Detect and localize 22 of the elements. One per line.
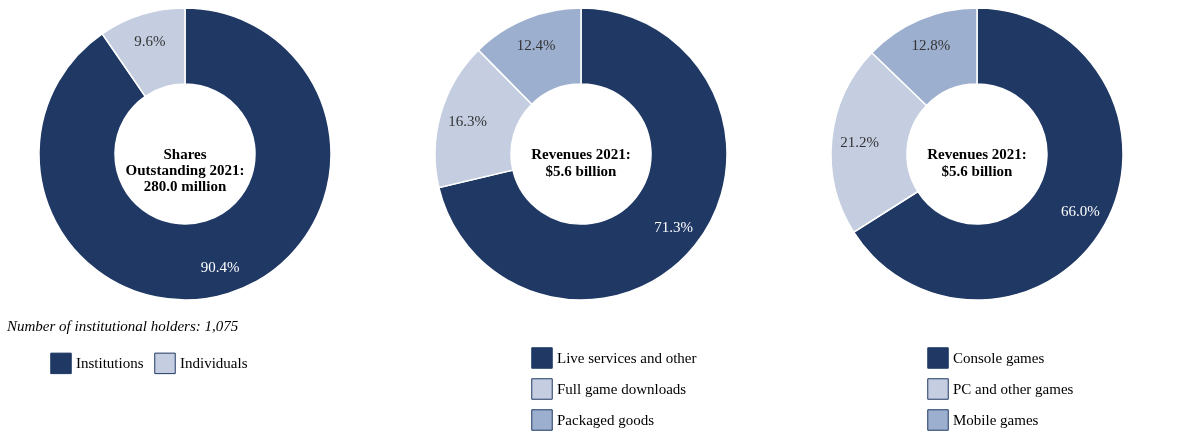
data-label: 66.0% — [1061, 202, 1100, 219]
data-label: 16.3% — [448, 113, 487, 130]
legend-label: Mobile games — [953, 412, 1039, 428]
donut-slice — [38, 7, 332, 301]
data-label: 21.2% — [840, 134, 879, 151]
data-label: 90.4% — [200, 258, 240, 275]
data-label: 12.4% — [516, 36, 556, 53]
legend-label: Live services and other — [557, 350, 697, 366]
legend-label: Individuals — [180, 355, 248, 372]
legend-label: Institutions — [76, 355, 144, 372]
legend-label: Packaged goods — [557, 412, 655, 428]
data-label: 9.6% — [134, 33, 166, 50]
text: Revenues 2021: $5.6 billion — [927, 146, 1027, 179]
data-label: 71.3% — [654, 219, 693, 236]
legend-label: Console games — [953, 350, 1045, 366]
text: Number of institutional holders: 1,075 — [6, 318, 239, 334]
text: Revenues 2021: $5.6 billion — [531, 146, 631, 179]
text: Shares Outstanding 2021: 280.0 million — [125, 146, 245, 194]
donut-slice — [438, 7, 728, 301]
legend-label: Full game downloads — [557, 381, 687, 397]
data-label: 12.8% — [911, 37, 951, 54]
legend-label: PC and other games — [953, 381, 1074, 397]
